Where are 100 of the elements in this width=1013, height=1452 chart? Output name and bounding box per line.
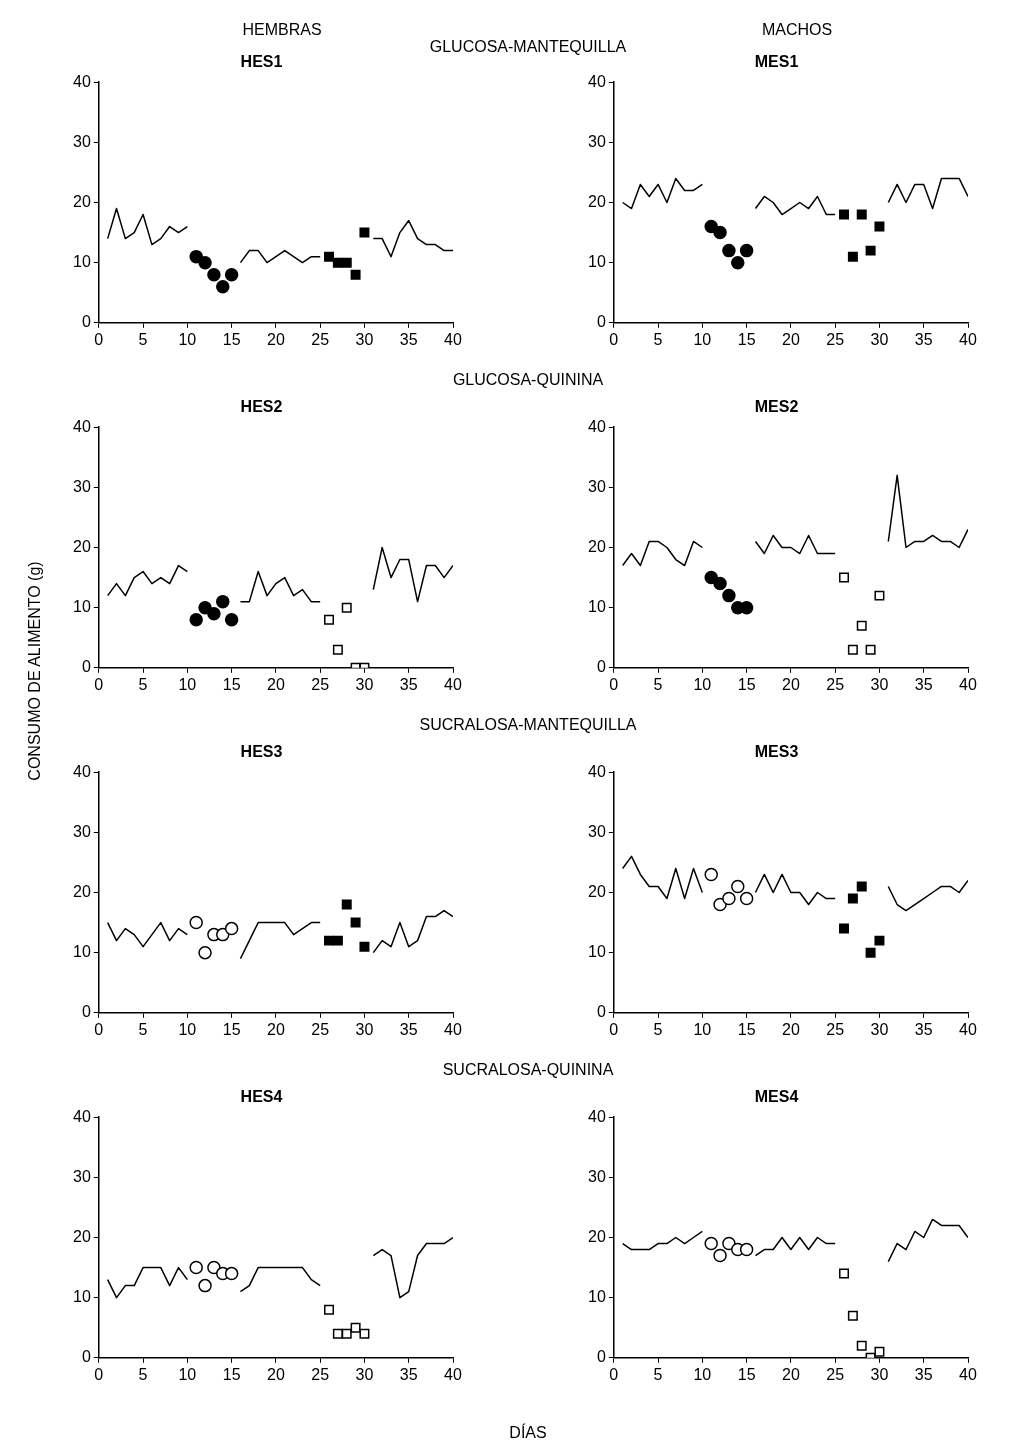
text: MACHOS: [761, 21, 833, 39]
x-tick-label: 40: [959, 1365, 977, 1383]
text: GLUCOSA-MANTEQUILLA: [429, 38, 627, 56]
point: [189, 915, 203, 930]
point: [856, 881, 867, 892]
point: [856, 620, 867, 631]
point: [224, 921, 239, 936]
x-tick-label: 0: [609, 1365, 619, 1383]
x-tick-label: 25: [311, 330, 330, 348]
x-tick-label: 10: [693, 675, 712, 693]
y-tick-label: 30: [588, 477, 606, 495]
x-tick-label: 15: [222, 1020, 241, 1038]
point: [722, 243, 736, 258]
y-tick-label: 10: [73, 253, 91, 271]
point: [847, 1310, 858, 1321]
y-tick-label: 30: [73, 822, 91, 840]
x-tick-label: 25: [311, 675, 330, 693]
point: [713, 225, 727, 240]
x-tick-label: 10: [693, 1365, 712, 1383]
point: [324, 251, 335, 262]
x-tick-label: 35: [914, 330, 933, 348]
y-tick-label: 10: [588, 1288, 606, 1306]
x-tick-label: 0: [609, 330, 619, 348]
chart-title: HES2: [240, 398, 283, 416]
point: [324, 1304, 335, 1315]
x-tick-label: 40: [959, 330, 977, 348]
x-tick-label: 15: [737, 675, 756, 693]
point: [359, 227, 370, 238]
y-tick-label: 30: [588, 822, 606, 840]
text: GLUCOSA-QUININA: [452, 371, 604, 389]
point: [350, 269, 361, 280]
y-tick-label: 30: [588, 132, 606, 150]
y-tick-label: 40: [73, 762, 91, 780]
point: [713, 1248, 727, 1263]
y-tick-label: 30: [73, 477, 91, 495]
point: [856, 1340, 867, 1351]
point: [324, 935, 335, 946]
point: [350, 917, 361, 928]
y-tick-label: 10: [73, 598, 91, 616]
x-tick-label: 40: [444, 675, 462, 693]
x-tick-label: 15: [222, 1365, 241, 1383]
x-tick-label: 20: [782, 1365, 800, 1383]
x-tick-label: 35: [914, 675, 933, 693]
chart-title: MES4: [754, 1088, 799, 1106]
point: [722, 588, 736, 603]
y-tick-label: 0: [81, 1348, 91, 1366]
x-tick-label: 5: [653, 1020, 663, 1038]
chart-title: HES1: [240, 53, 283, 71]
y-tick-label: 30: [73, 132, 91, 150]
point: [341, 257, 352, 268]
point: [865, 947, 876, 958]
x-tick-label: 0: [609, 1020, 619, 1038]
point: [722, 891, 736, 906]
point: [216, 279, 230, 294]
x-tick-label: 25: [311, 1020, 330, 1038]
x-tick-label: 10: [693, 1020, 712, 1038]
x-tick-label: 5: [138, 330, 148, 348]
y-tick-label: 20: [73, 537, 91, 555]
y-tick-label: 10: [588, 598, 606, 616]
point: [847, 893, 858, 904]
x-tick-label: 20: [267, 1365, 285, 1383]
x-tick-label: 40: [444, 1020, 462, 1038]
y-tick-label: 40: [588, 417, 606, 435]
y-tick-label: 0: [596, 658, 606, 676]
point: [198, 1278, 212, 1293]
point: [839, 1268, 850, 1279]
point: [198, 945, 212, 960]
y-tick-label: 20: [588, 192, 606, 210]
x-tick-label: 5: [653, 675, 663, 693]
point: [332, 1328, 343, 1339]
y-tick-label: 40: [588, 762, 606, 780]
x-tick-label: 15: [222, 675, 241, 693]
x-tick-label: 0: [94, 675, 104, 693]
x-tick-label: 20: [782, 675, 800, 693]
y-tick-label: 0: [596, 313, 606, 331]
x-tick-label: 30: [355, 675, 374, 693]
x-tick-label: 30: [870, 1365, 889, 1383]
y-tick-label: 0: [596, 1003, 606, 1021]
point: [341, 1328, 352, 1339]
y-tick-label: 20: [73, 882, 91, 900]
x-tick-label: 30: [870, 675, 889, 693]
x-tick-label: 35: [399, 1020, 418, 1038]
x-tick-label: 40: [444, 330, 462, 348]
point: [332, 935, 343, 946]
point: [731, 255, 745, 270]
chart-title: HES4: [240, 1088, 283, 1106]
x-tick-label: 0: [609, 675, 619, 693]
point: [350, 1322, 361, 1333]
x-tick-label: 10: [693, 330, 712, 348]
x-tick-label: 25: [826, 1020, 845, 1038]
x-tick-label: 10: [178, 1020, 197, 1038]
x-tick-label: 25: [826, 675, 845, 693]
chart-title: MES3: [754, 743, 799, 761]
y-tick-label: 10: [73, 943, 91, 961]
text: HEMBRAS: [242, 21, 322, 39]
x-tick-label: 5: [138, 1020, 148, 1038]
y-tick-label: 20: [73, 1227, 91, 1245]
y-tick-label: 40: [73, 1107, 91, 1125]
y-tick-label: 0: [81, 1003, 91, 1021]
point: [874, 1346, 885, 1357]
